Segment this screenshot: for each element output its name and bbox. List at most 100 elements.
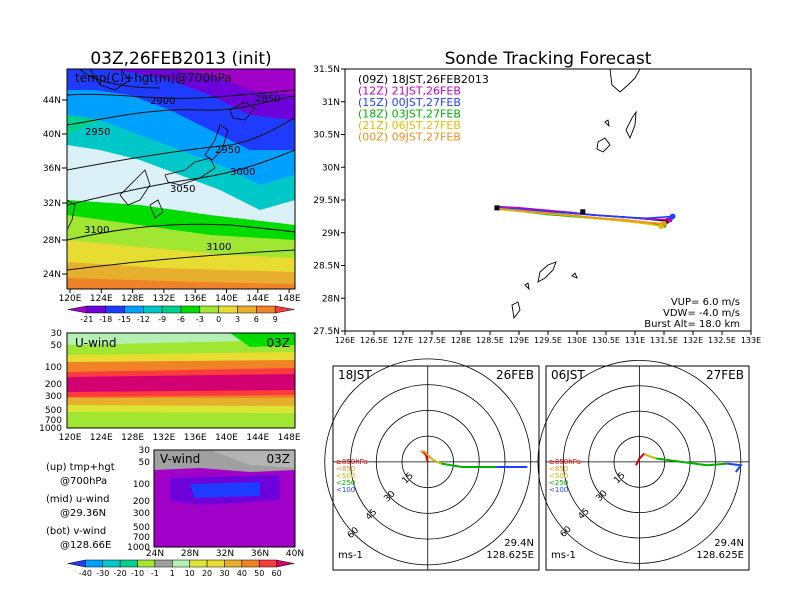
lon-tick-label: 128E bbox=[451, 336, 471, 345]
hodograph-date: 26FEB bbox=[496, 368, 534, 382]
lat-tick-label: 36N bbox=[43, 164, 61, 174]
lat-tick-label: 30.5N bbox=[313, 131, 340, 141]
colorbar-swatch bbox=[143, 305, 163, 314]
lon-tick-label: 120E bbox=[59, 294, 82, 304]
lon-tick-label: 126.5E bbox=[360, 336, 388, 345]
track-point bbox=[546, 212, 550, 215]
pressure-level-label: 300 bbox=[45, 392, 62, 402]
track-point bbox=[622, 218, 625, 221]
pressure-level-label: 100 bbox=[133, 480, 150, 490]
note-line: (bot) v-wind bbox=[46, 526, 106, 537]
hodograph-segment bbox=[643, 452, 647, 456]
contour-label: 3100 bbox=[206, 242, 231, 253]
track-lon-axis: 126E 126.5E 127E 127.5E 128E 128.5E 129E 129.5E… bbox=[335, 331, 761, 345]
colorbar-swatch bbox=[137, 559, 156, 568]
lon-tick-label: 128.5E bbox=[476, 336, 504, 345]
pressure-level-label: 1000 bbox=[39, 424, 62, 434]
hodograph-segment bbox=[727, 462, 743, 473]
lat-tick-label: 31N bbox=[322, 98, 340, 108]
lat-tick-label: 29.5N bbox=[313, 196, 340, 206]
colorbar-label: -30 bbox=[96, 569, 109, 578]
legend-entry: (15Z) 00JST,27FEB bbox=[358, 96, 461, 109]
hodograph-legend-entry: <100 bbox=[549, 486, 568, 494]
contour-label: 2950 bbox=[85, 127, 110, 138]
uwind-label: U-wind bbox=[75, 336, 116, 350]
lon-tick-label: 126E bbox=[335, 336, 355, 345]
hodograph-segment bbox=[420, 450, 432, 460]
hodograph-unit: ms-1 bbox=[551, 550, 576, 561]
island bbox=[596, 137, 611, 153]
note-line: @700hPa bbox=[60, 476, 107, 487]
lon-tick-label: 127.5E bbox=[418, 336, 446, 345]
launch-parameters: VUP= 6.0 m/s VDW= -4.0 m/s Burst Alt= 18… bbox=[644, 297, 740, 330]
pressure-level-label: 200 bbox=[45, 380, 62, 390]
note-line: @128.66E bbox=[60, 540, 111, 551]
hodograph-segment bbox=[656, 457, 728, 467]
contour-label: 3100 bbox=[84, 225, 109, 236]
param-vdw: VDW= -4.0 m/s bbox=[663, 308, 740, 319]
colorbar-swatch bbox=[206, 559, 225, 568]
colorbar-label: -12 bbox=[137, 315, 150, 324]
legend-entry: (21Z) 06JST,27FEB bbox=[358, 119, 461, 132]
lon-tick-label: 140E bbox=[215, 294, 238, 304]
colorbar-label: -18 bbox=[99, 315, 112, 324]
contour-label: 3050 bbox=[170, 184, 195, 195]
track-point bbox=[669, 213, 676, 220]
note-line: (up) tmp+hgt bbox=[46, 462, 115, 473]
hodograph-legend-entry: <500 bbox=[336, 472, 355, 480]
temp-height-map: 2900 2850 2950 2950 3000 3050 3100 3100 … bbox=[66, 68, 296, 290]
track-point bbox=[645, 217, 648, 220]
lon-tick-label: 148E bbox=[278, 433, 301, 443]
map-variable-label: temp(C)+hgt(m)@700hPa bbox=[75, 71, 232, 85]
left-title: 03Z,26FEB2013 (init) bbox=[90, 49, 271, 69]
lon-tick-label: 131E bbox=[625, 336, 645, 345]
lat-tick-label: 28N bbox=[181, 549, 199, 559]
track-point bbox=[645, 221, 648, 224]
hodograph-date: 27FEB bbox=[706, 368, 744, 382]
note-line: (mid) u-wind bbox=[46, 494, 109, 505]
track-point bbox=[661, 220, 667, 227]
colorbar-label: -3 bbox=[196, 315, 204, 324]
temperature-colorbar: -21 -18 -15 -12 -9 -6 -3 0 3 6 9 bbox=[67, 305, 295, 324]
lat-tick-label: 31.5N bbox=[313, 65, 340, 75]
uwind-panel: U-wind 03Z bbox=[66, 332, 296, 429]
hodograph-segment bbox=[645, 454, 657, 460]
lon-tick-label: 127E bbox=[393, 336, 413, 345]
colorbar-swatch bbox=[237, 305, 257, 314]
legend-entry: (09Z) 18JST,26FEB2013 bbox=[358, 73, 489, 86]
pressure-level-label: 30 bbox=[139, 446, 151, 456]
lon-tick-label: 144E bbox=[246, 294, 269, 304]
hodograph-legend-entry: <850 bbox=[336, 465, 355, 473]
colorbar-swatch bbox=[276, 559, 295, 568]
hodograph-legend-entry: <250 bbox=[549, 479, 568, 487]
hodograph-time: 06JST bbox=[551, 368, 585, 382]
legend-entry: (18Z) 03JST,27FEB bbox=[358, 108, 461, 121]
lon-tick-label: 128E bbox=[121, 433, 144, 443]
colorbar-label: -15 bbox=[118, 315, 131, 324]
colorbar-label: 30 bbox=[219, 569, 229, 578]
lat-tick-label: 28N bbox=[322, 294, 340, 304]
lon-tick-label: 131.5E bbox=[650, 336, 678, 345]
island bbox=[524, 282, 530, 291]
legend-entry: (12Z) 21JST,26FEB bbox=[358, 85, 461, 98]
lon-tick-label: 136E bbox=[184, 294, 207, 304]
note-line: @29.36N bbox=[60, 508, 106, 519]
colorbar-label: 6 bbox=[254, 315, 259, 324]
colorbar-swatch bbox=[105, 305, 125, 314]
lat-tick-label: 28.5N bbox=[313, 262, 340, 272]
track-point bbox=[570, 212, 573, 215]
coastline bbox=[609, 68, 641, 93]
lon-tick-label: 129.5E bbox=[534, 336, 562, 345]
lat-tick-label: 32N bbox=[216, 549, 234, 559]
hodograph-legend-entry: <250 bbox=[336, 479, 355, 487]
wind-colorbar: -40 -30 -20 -10 -1 1 10 20 30 40 50 60 bbox=[67, 559, 295, 578]
legend-entry: (00Z) 09JST,27FEB bbox=[358, 131, 461, 144]
track-point bbox=[622, 215, 625, 219]
hodograph-lon: 128.625E bbox=[486, 550, 534, 561]
colorbar-swatch bbox=[218, 305, 238, 314]
lon-tick-label: 136E bbox=[184, 433, 207, 443]
lon-tick-label: 140E bbox=[215, 433, 238, 443]
colorbar-label: 60 bbox=[272, 569, 282, 578]
pressure-level-label: 500 bbox=[133, 523, 150, 533]
